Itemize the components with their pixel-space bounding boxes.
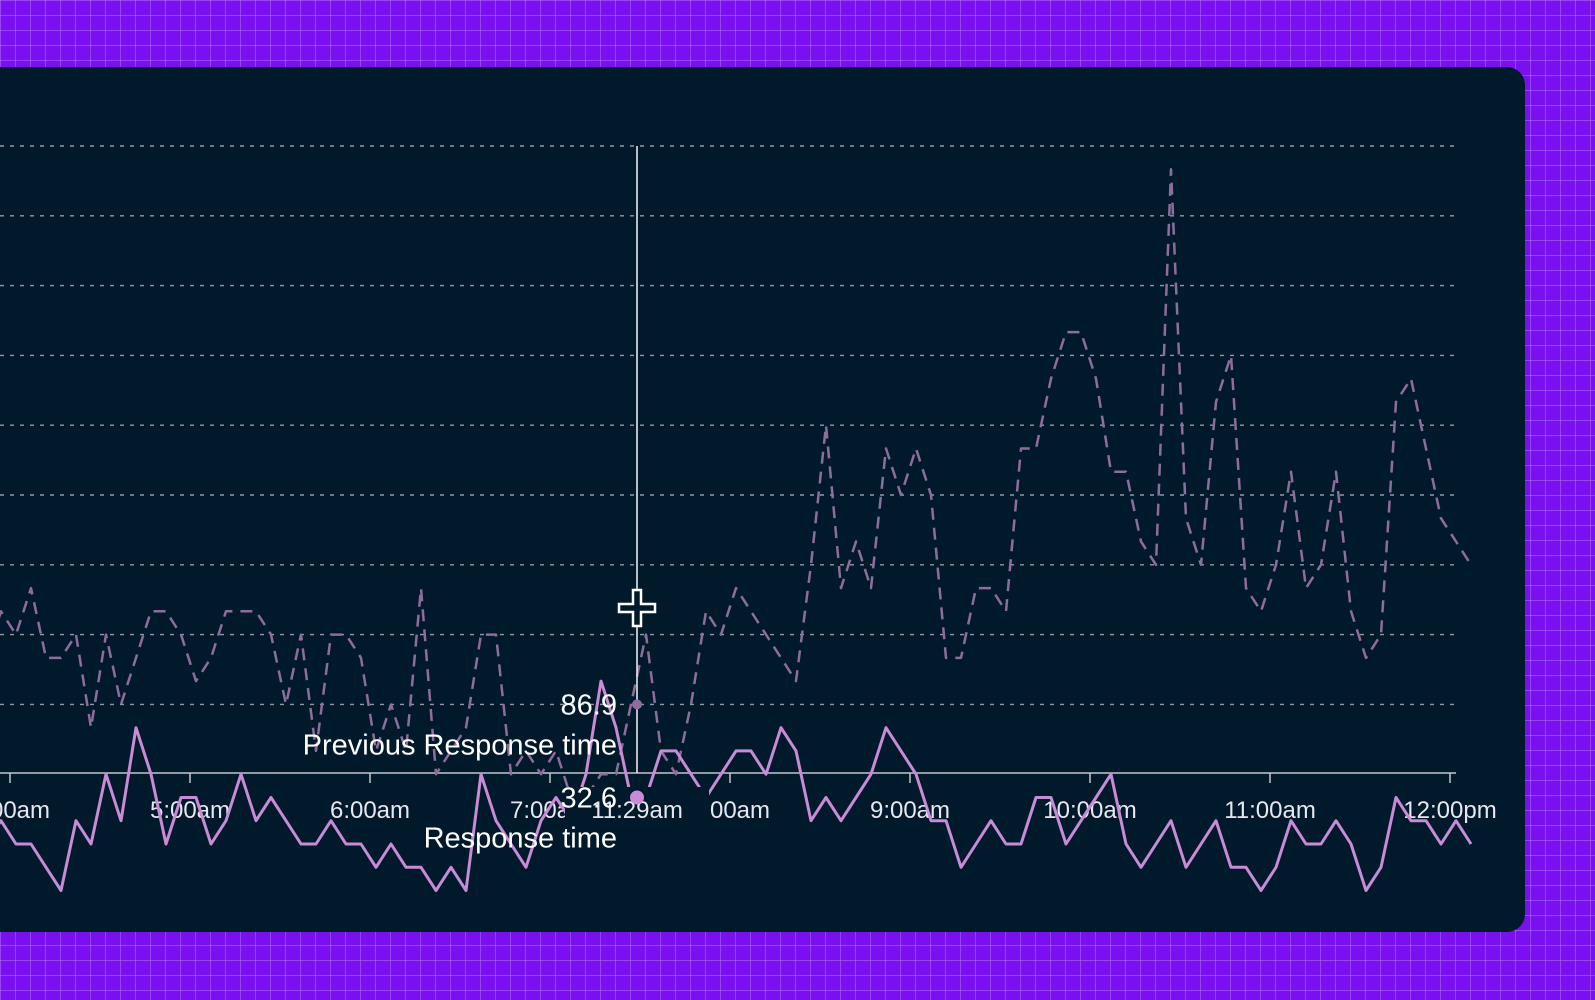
hover-series-name-previous: Previous Response time [303,729,617,761]
previous-response-time-line[interactable] [0,168,1473,799]
x-tick-label: 11:00am [1224,797,1316,824]
response-time-line[interactable] [0,679,1473,892]
response-time-chart[interactable]: 4:00am5:00am6:00am7:00am8:00am9:00am10:0… [0,67,1525,932]
hover-value-previous: 86.9 [561,689,617,721]
x-axis: 4:00am5:00am6:00am7:00am8:00am9:00am10:0… [0,772,1497,824]
hover-series-name-current: Response time [424,822,617,854]
x-tick-label: 6:00am [330,797,410,824]
hover-point-previous [632,699,642,710]
series-lines [0,168,1473,892]
crosshair-cursor-icon [617,588,657,628]
hover-value-current: 32.6 [561,782,617,814]
crosshair-shape [617,588,657,628]
hover-point-current [630,790,644,805]
x-tick-label: 5:00am [150,797,230,824]
chart-panel: 4:00am5:00am6:00am7:00am8:00am9:00am10:0… [0,67,1525,932]
x-tick-label: 4:00am [0,797,50,824]
grid-lines [0,145,1456,706]
